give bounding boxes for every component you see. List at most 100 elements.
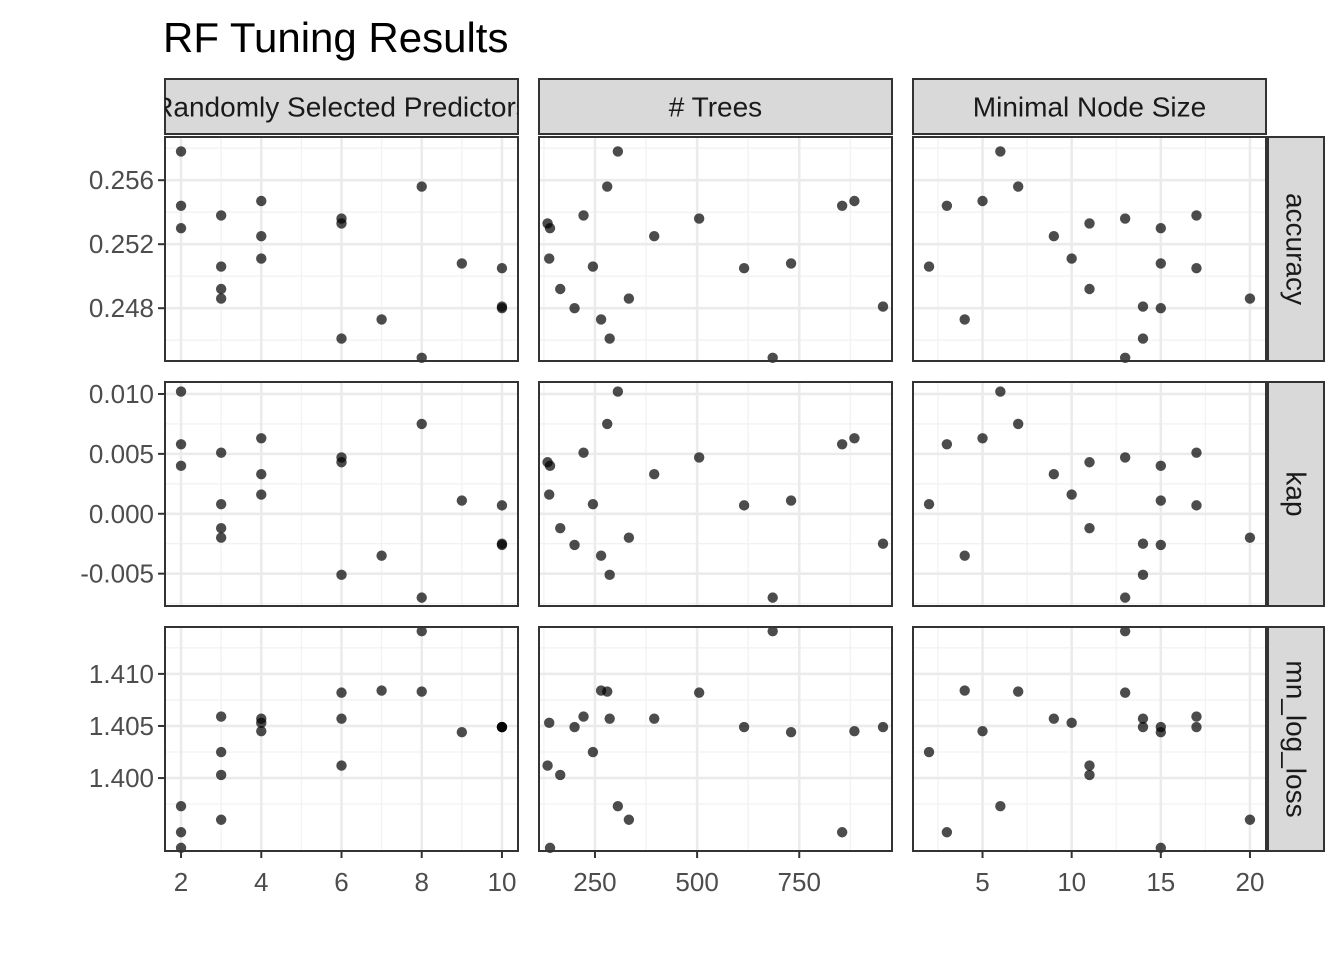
data-point bbox=[1084, 522, 1095, 534]
data-point bbox=[1119, 213, 1131, 224]
panel-border bbox=[164, 136, 519, 362]
data-point bbox=[1137, 721, 1149, 733]
data-point bbox=[1048, 469, 1060, 480]
data-point bbox=[456, 258, 468, 269]
data-point bbox=[1084, 218, 1095, 229]
data-point bbox=[1155, 460, 1167, 472]
data-point bbox=[1191, 721, 1202, 733]
data-point bbox=[215, 711, 227, 722]
col-strip-label: Minimal Node Size bbox=[973, 92, 1206, 123]
data-point bbox=[544, 253, 555, 264]
data-point bbox=[612, 801, 624, 812]
data-point bbox=[849, 195, 860, 207]
data-point bbox=[555, 522, 566, 534]
data-point bbox=[175, 200, 187, 211]
y-tick-label: 0.010 bbox=[89, 379, 154, 409]
data-point bbox=[767, 625, 778, 637]
data-point bbox=[738, 500, 750, 511]
data-point bbox=[544, 489, 555, 500]
data-point bbox=[959, 685, 970, 696]
data-point bbox=[256, 231, 267, 242]
data-point bbox=[1191, 711, 1202, 722]
row-strip-1 bbox=[1267, 381, 1325, 607]
data-point bbox=[649, 713, 660, 724]
data-point bbox=[836, 200, 848, 211]
data-point bbox=[569, 303, 580, 314]
x-tick-label: 15 bbox=[1146, 867, 1175, 897]
data-point bbox=[649, 469, 660, 480]
panel-background bbox=[913, 137, 1266, 361]
data-point bbox=[849, 433, 860, 444]
data-point bbox=[1119, 687, 1131, 698]
data-point bbox=[336, 687, 347, 698]
data-point bbox=[693, 687, 705, 698]
data-point bbox=[175, 460, 187, 472]
data-point bbox=[1066, 489, 1077, 500]
y-tick-label: 1.400 bbox=[89, 763, 154, 793]
col-strip-0 bbox=[164, 78, 519, 135]
data-point bbox=[877, 721, 889, 733]
row-strip-0 bbox=[1267, 136, 1325, 362]
data-point bbox=[623, 814, 635, 825]
data-point bbox=[1155, 223, 1167, 234]
data-point bbox=[1137, 713, 1149, 724]
y-tick-label: 0.256 bbox=[89, 165, 154, 195]
data-point bbox=[215, 769, 227, 781]
data-point bbox=[1119, 592, 1131, 603]
x-tick-label: 500 bbox=[675, 867, 718, 897]
data-point bbox=[1137, 569, 1149, 581]
data-point bbox=[555, 283, 566, 295]
col-strip-1 bbox=[538, 78, 893, 135]
data-point bbox=[215, 447, 227, 458]
data-point bbox=[612, 386, 624, 397]
row-strip-2 bbox=[1267, 626, 1325, 852]
data-point bbox=[977, 433, 988, 444]
data-point bbox=[1155, 258, 1167, 269]
y-tick-label: 1.410 bbox=[89, 659, 154, 689]
data-point bbox=[941, 200, 953, 211]
panel-background bbox=[913, 382, 1266, 606]
data-point bbox=[496, 263, 508, 274]
data-point bbox=[836, 827, 848, 838]
data-point bbox=[215, 261, 227, 272]
data-point bbox=[1066, 253, 1077, 264]
x-tick-label: 5 bbox=[975, 867, 989, 897]
data-point bbox=[256, 717, 267, 729]
panel-background bbox=[539, 382, 892, 606]
data-point bbox=[1012, 418, 1024, 430]
panel-border bbox=[164, 381, 519, 607]
data-point bbox=[785, 727, 797, 738]
y-tick-label: 0.000 bbox=[89, 499, 154, 529]
panel-border bbox=[912, 136, 1267, 362]
data-point bbox=[767, 592, 778, 603]
data-point bbox=[456, 727, 468, 738]
x-tick-label: 10 bbox=[487, 867, 516, 897]
data-point bbox=[877, 538, 889, 549]
data-point bbox=[256, 469, 267, 480]
data-point bbox=[1119, 452, 1131, 463]
data-point bbox=[496, 721, 508, 733]
data-point bbox=[595, 314, 607, 325]
data-point bbox=[1084, 283, 1095, 295]
data-point bbox=[578, 210, 589, 221]
panel-border bbox=[912, 626, 1267, 852]
data-point bbox=[1155, 495, 1167, 506]
data-point bbox=[175, 146, 187, 157]
x-tick-label: 4 bbox=[254, 867, 268, 897]
data-point bbox=[587, 746, 599, 758]
data-point bbox=[604, 333, 615, 344]
panel-background bbox=[913, 627, 1266, 851]
data-point bbox=[1048, 713, 1060, 724]
data-point bbox=[604, 569, 615, 581]
data-point bbox=[1137, 333, 1149, 344]
data-point bbox=[215, 814, 227, 825]
col-strip-label: Randomly Selected Predictors bbox=[153, 92, 530, 123]
data-point bbox=[1191, 210, 1202, 221]
data-point bbox=[376, 685, 387, 696]
data-point bbox=[941, 827, 953, 838]
data-point bbox=[923, 498, 935, 510]
panel-border bbox=[912, 381, 1267, 607]
data-point bbox=[215, 522, 227, 534]
data-point bbox=[1084, 457, 1095, 468]
